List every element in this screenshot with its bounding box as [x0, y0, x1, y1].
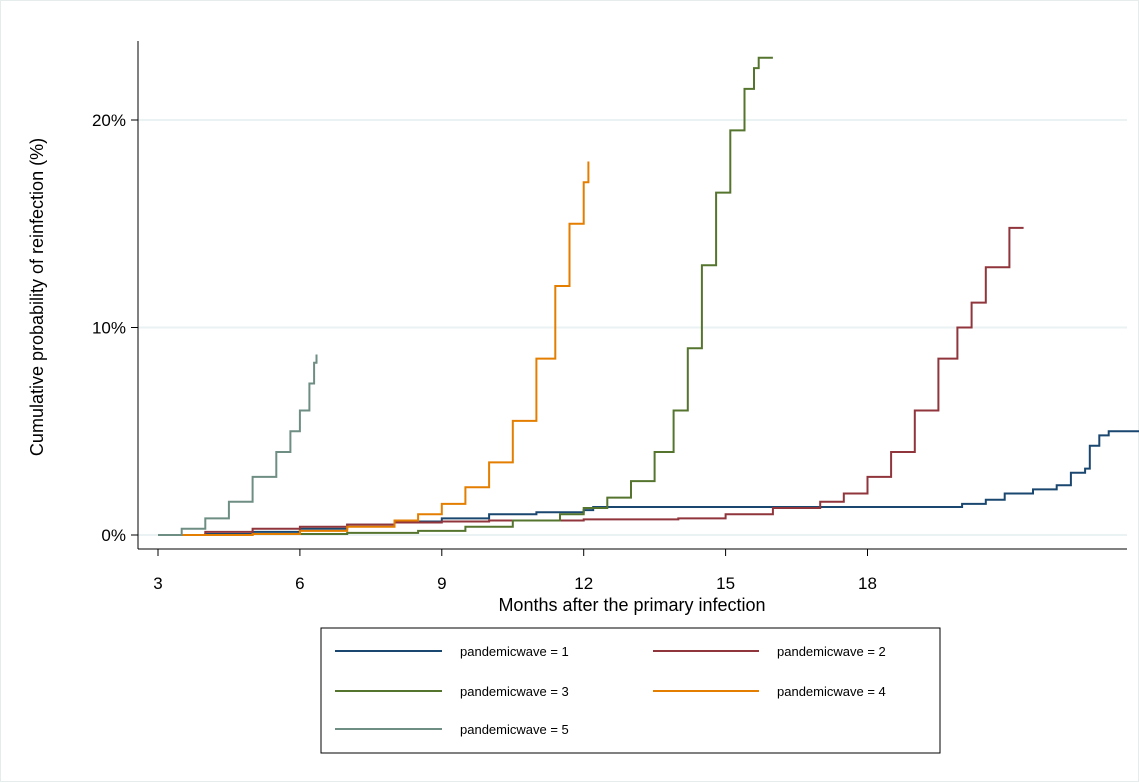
y-tick-label-20: 20%	[92, 111, 126, 130]
legend-items: pandemicwave = 1 pandemicwave = 2 pandemic…	[335, 644, 886, 737]
legend: pandemicwave = 1 pandemicwave = 2 pandemic…	[320, 627, 941, 754]
x-tick-label-9: 9	[437, 574, 446, 593]
x-axis-title: Months after the primary infection	[498, 595, 765, 615]
x-tick-label-3: 3	[153, 574, 162, 593]
legend-label-wave-3: pandemicwave = 3	[460, 684, 569, 699]
legend-label-wave-1: pandemicwave = 1	[460, 644, 569, 659]
x-tick-label-12: 12	[574, 574, 593, 593]
x-tick-label-15: 15	[716, 574, 735, 593]
legend-label-wave-5: pandemicwave = 5	[460, 722, 569, 737]
legend-label-wave-2: pandemicwave = 2	[777, 644, 886, 659]
x-tick-label-6: 6	[295, 574, 304, 593]
legend-label-wave-4: pandemicwave = 4	[777, 684, 886, 699]
y-axis-title: Cumulative probability of reinfection (%…	[27, 138, 47, 456]
x-tick-label-18: 18	[858, 574, 877, 593]
series-line-wave-4	[158, 161, 590, 536]
series-line-wave-5	[158, 354, 318, 536]
gridlines	[138, 119, 1127, 536]
tick-marks: 3 6 9 12 15 18 0% 10% 20%	[92, 111, 877, 593]
y-tick-label-0: 0%	[101, 526, 126, 545]
series-line-wave-2	[158, 226, 1024, 536]
series-lines	[158, 56, 1139, 536]
series-line-wave-3	[158, 56, 773, 536]
axes	[137, 41, 1127, 550]
y-tick-label-10: 10%	[92, 319, 126, 338]
